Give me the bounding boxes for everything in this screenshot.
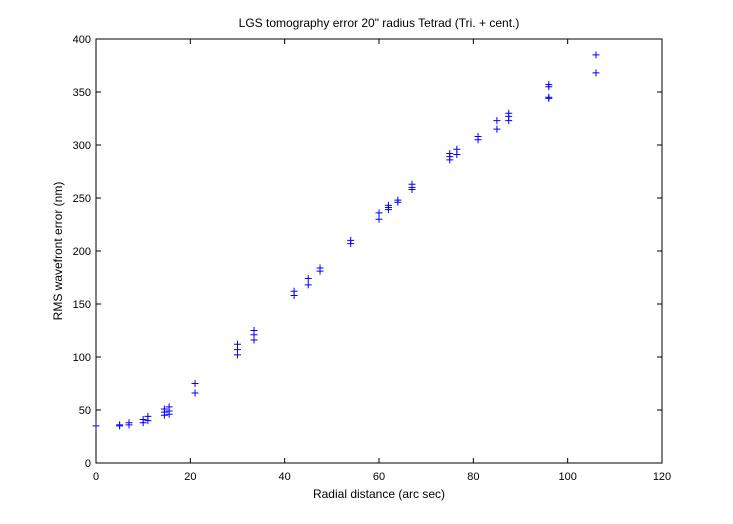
y-tick-label: 100 [73, 352, 91, 364]
x-tick-label: 80 [467, 471, 479, 483]
data-point [592, 51, 600, 59]
x-tick-label: 60 [373, 471, 385, 483]
data-point [592, 69, 600, 77]
data-point [92, 422, 100, 430]
data-point [316, 264, 324, 272]
data-point [446, 149, 454, 157]
data-point [493, 125, 501, 133]
x-tick-label: 40 [279, 471, 291, 483]
data-point [375, 209, 383, 217]
data-point [545, 81, 553, 89]
data-points [92, 51, 600, 430]
y-tick-label: 200 [73, 246, 91, 258]
x-tick-label: 120 [653, 471, 671, 483]
x-tick-label: 0 [93, 471, 99, 483]
plot-area [95, 38, 663, 464]
y-tick-label: 400 [73, 34, 91, 46]
data-point [474, 133, 482, 141]
data-point [408, 180, 416, 188]
data-point [116, 421, 124, 429]
data-point [144, 412, 152, 420]
data-point [375, 215, 383, 223]
data-point [160, 405, 168, 413]
y-tick-label: 350 [73, 87, 91, 99]
data-point [347, 236, 355, 244]
chart-title: LGS tomography error 20" radius Tetrad (… [239, 16, 520, 30]
data-point [384, 201, 392, 209]
y-tick-label: 150 [73, 299, 91, 311]
y-tick-label: 0 [85, 458, 91, 470]
data-point [453, 145, 461, 153]
y-axis-title: RMS wavefront error (nm) [51, 182, 65, 321]
data-point [165, 403, 173, 411]
data-point [304, 281, 312, 289]
axis-ticks: 0 20 40 60 80 100 120 0 50 100 150 200 250 300 350 400 [73, 34, 672, 483]
data-point [304, 275, 312, 283]
data-point [545, 93, 553, 101]
data-point [493, 117, 501, 125]
x-axis-title: Radial distance (arc sec) [313, 487, 445, 501]
data-point [250, 327, 258, 334]
y-tick-label: 250 [73, 193, 91, 205]
data-point [125, 419, 133, 427]
y-tick-label: 50 [79, 405, 91, 417]
data-point [394, 196, 402, 204]
data-point [191, 380, 199, 387]
x-tick-label: 100 [558, 471, 576, 483]
x-tick-label: 20 [184, 471, 196, 483]
data-point [191, 389, 199, 397]
data-point [505, 109, 513, 117]
data-point [234, 340, 241, 348]
data-point [139, 416, 147, 424]
y-tick-label: 300 [73, 140, 91, 152]
data-point [290, 287, 298, 295]
